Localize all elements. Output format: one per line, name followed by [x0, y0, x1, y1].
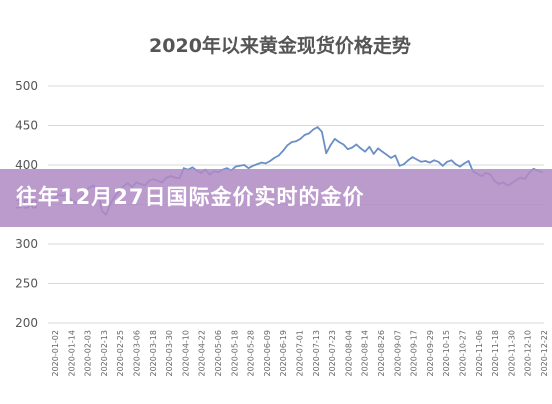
data-point	[437, 160, 440, 163]
data-point	[385, 153, 388, 156]
data-point	[269, 160, 271, 162]
data-point	[256, 163, 259, 166]
data-point	[333, 138, 336, 140]
x-tick-label: 2020-06-19	[279, 330, 288, 377]
y-tick-label: 500	[15, 79, 38, 93]
x-tick-label: 2020-04-22	[198, 330, 207, 377]
data-point	[359, 147, 362, 150]
data-point	[308, 132, 310, 135]
data-point	[260, 161, 263, 164]
data-point	[420, 160, 423, 163]
data-point	[377, 147, 379, 150]
data-point	[286, 144, 289, 147]
data-point	[312, 128, 315, 131]
x-tick-label: 2020-09-07	[393, 330, 402, 377]
y-tick-label: 400	[15, 158, 38, 172]
data-point	[467, 160, 470, 162]
data-point	[446, 160, 448, 163]
y-tick-label: 250	[15, 277, 38, 291]
data-point	[433, 159, 435, 162]
data-point	[273, 157, 276, 159]
data-point	[226, 167, 228, 170]
x-tick-label: 2020-08-04	[344, 330, 353, 377]
data-point	[368, 145, 371, 148]
x-tick-label: 2020-02-13	[100, 330, 109, 377]
x-tick-label: 2020-10-15	[442, 330, 451, 377]
data-point	[299, 138, 302, 140]
data-point	[424, 160, 427, 162]
x-tick-label: 2020-03-30	[165, 330, 174, 377]
x-tick-label: 2020-05-06	[214, 330, 223, 377]
x-tick-label: 2020-10-27	[459, 330, 468, 377]
data-point	[441, 164, 444, 167]
x-tick-label: 2020-05-18	[230, 330, 239, 377]
x-tick-label: 2020-09-17	[410, 330, 419, 377]
x-tick-label: 2020-06-09	[263, 330, 272, 377]
data-point	[303, 134, 306, 136]
x-tick-label: 2020-01-14	[67, 330, 76, 377]
data-point	[394, 154, 397, 157]
data-point	[459, 165, 461, 168]
data-point	[290, 141, 293, 144]
data-point	[251, 164, 254, 167]
data-point	[277, 154, 280, 157]
x-tick-label: 2020-03-18	[149, 330, 158, 377]
data-point	[407, 159, 410, 162]
x-tick-label: 2020-07-23	[328, 330, 337, 377]
data-point	[338, 141, 341, 144]
data-point	[415, 158, 418, 161]
data-point	[247, 167, 250, 170]
x-tick-label: 2020-01-02	[51, 330, 60, 377]
x-tick-label: 2020-12-10	[524, 330, 533, 377]
data-point	[264, 162, 267, 165]
data-point	[463, 162, 466, 165]
data-point	[450, 159, 453, 162]
headline-banner: 往年12月27日国际金价实时的金价	[0, 169, 552, 227]
y-tick-label: 300	[15, 237, 38, 251]
data-point	[398, 164, 401, 167]
y-tick-label: 450	[15, 119, 38, 133]
data-point	[316, 126, 319, 128]
data-point	[428, 161, 431, 164]
data-point	[342, 143, 345, 146]
x-tick-label: 2020-02-03	[84, 330, 93, 377]
x-tick-label: 2020-09-29	[426, 330, 435, 377]
data-point	[346, 148, 349, 151]
data-point	[329, 144, 332, 147]
data-point	[390, 157, 392, 159]
data-point	[295, 140, 297, 143]
data-point	[364, 150, 366, 153]
x-tick-label: 2020-07-13	[312, 330, 321, 377]
data-point	[411, 156, 414, 159]
x-tick-label: 2020-11-06	[475, 330, 484, 377]
data-point	[403, 163, 405, 166]
data-point	[182, 167, 185, 170]
data-point	[243, 164, 246, 166]
x-tick-label: 2020-12-22	[540, 330, 549, 377]
chart-title: 2020年以来黄金现货价格走势	[149, 34, 411, 57]
data-point	[351, 146, 353, 149]
x-tick-label: 2020-04-10	[181, 330, 190, 377]
x-tick-label: 2020-08-26	[377, 330, 386, 377]
x-tick-label: 2020-05-28	[247, 330, 256, 377]
data-point	[372, 153, 375, 155]
data-point	[234, 165, 237, 168]
data-point	[239, 164, 241, 167]
data-point	[355, 143, 358, 146]
data-point	[321, 130, 323, 133]
x-tick-label: 2020-11-30	[507, 330, 516, 377]
x-tick-label: 2020-02-25	[116, 330, 125, 377]
data-point	[325, 152, 328, 155]
data-point	[381, 150, 384, 153]
x-tick-label: 2020-11-18	[491, 330, 500, 377]
data-point	[454, 163, 457, 166]
data-point	[191, 166, 194, 169]
data-point	[282, 149, 284, 152]
x-tick-label: 2020-03-06	[133, 330, 142, 377]
x-tick-label: 2020-08-14	[361, 330, 370, 377]
x-tick-label: 2020-07-01	[296, 330, 305, 377]
x-axis-ticks: 2020-01-02 2020-01-14 2020-02-03 2020-02-13…	[51, 330, 549, 377]
y-tick-label: 200	[15, 316, 38, 330]
banner-headline: 往年12月27日国际金价实时的金价	[16, 185, 365, 209]
